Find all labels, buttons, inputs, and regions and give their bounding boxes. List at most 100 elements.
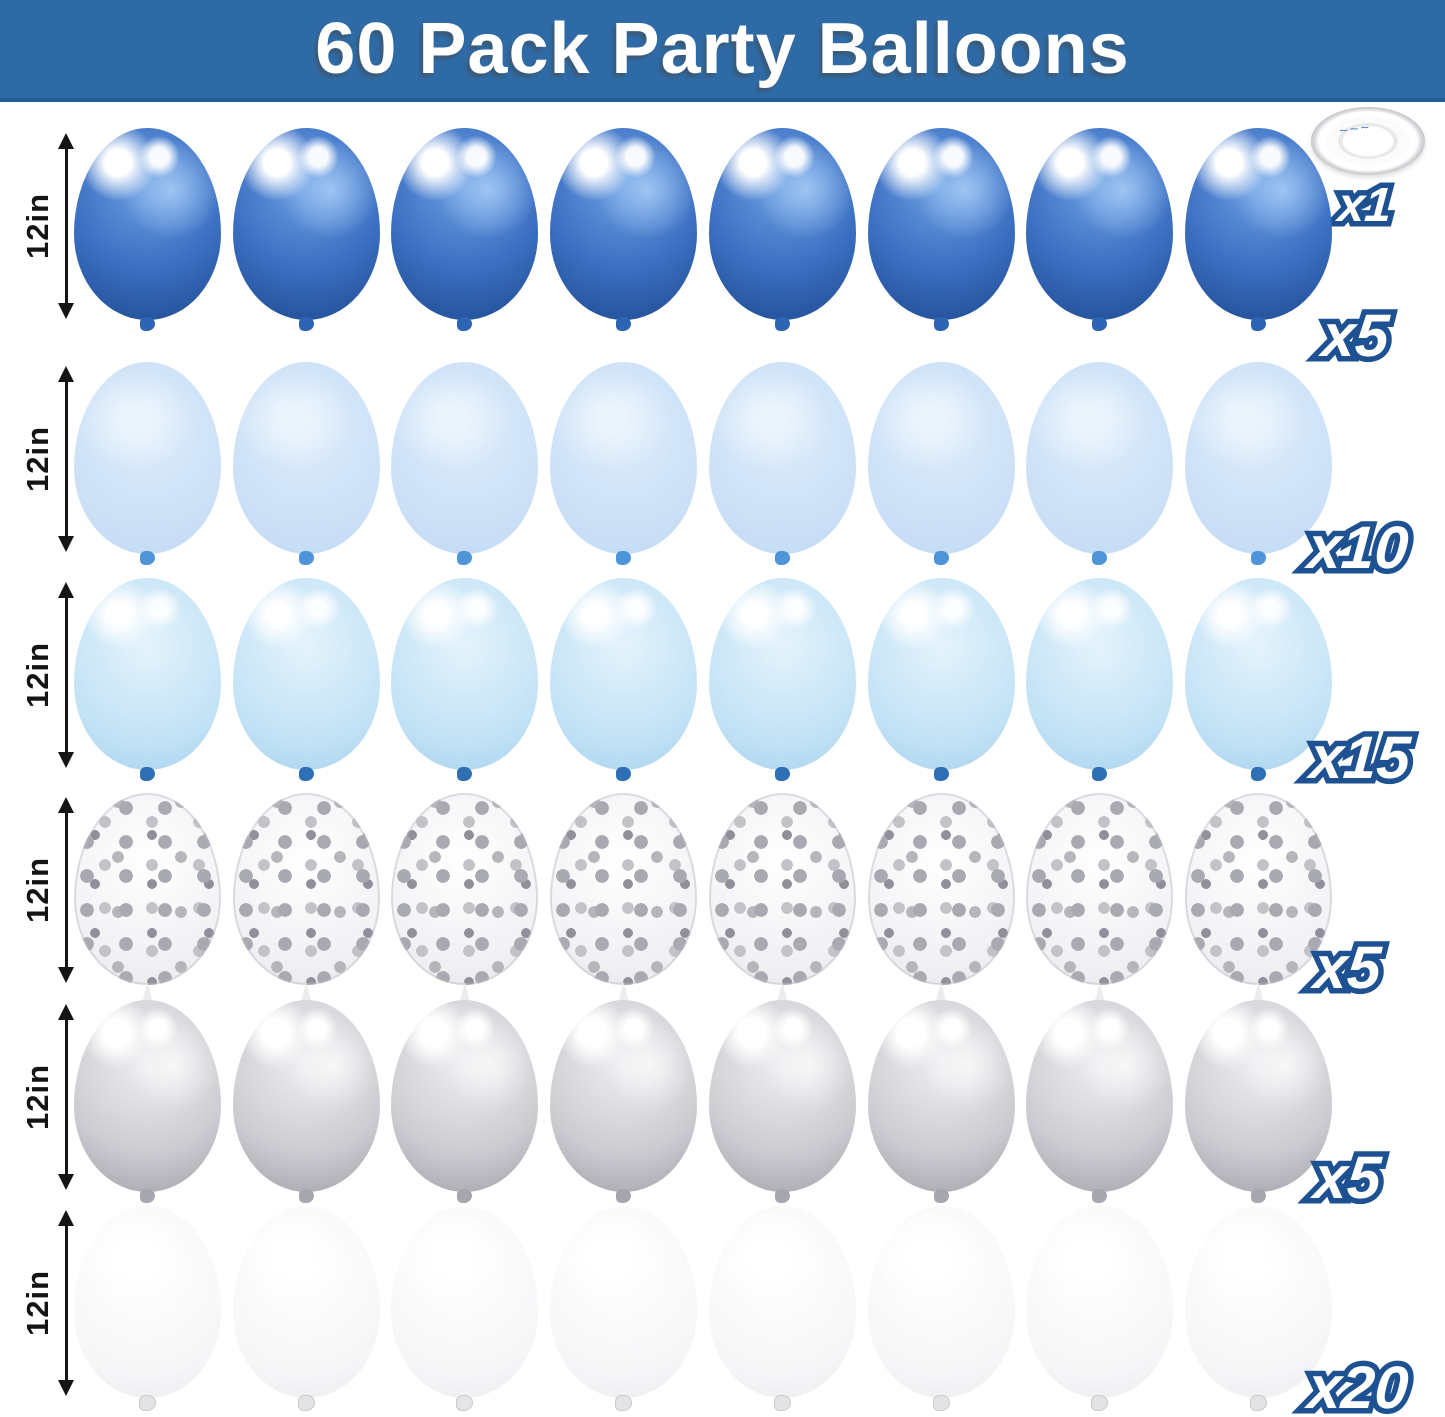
count-badge-row4: x5 x5: [1306, 929, 1388, 1007]
balloon-body: [232, 128, 380, 320]
balloon: [1026, 1206, 1174, 1411]
balloon: [550, 362, 698, 565]
balloon-knot: [1091, 1395, 1109, 1411]
double-arrow-icon: [58, 366, 74, 552]
balloon-body: [391, 578, 539, 770]
balloon-body: [232, 793, 380, 985]
balloon-knot: [932, 1395, 950, 1411]
balloon-body: [1184, 793, 1332, 985]
balloon-knot: [616, 317, 632, 331]
balloon-body: [232, 362, 380, 554]
balloon-knot: [933, 317, 949, 331]
balloon: [550, 1206, 698, 1411]
balloon-knot: [1092, 317, 1108, 331]
balloon-knot: [298, 767, 314, 781]
balloon-knot: [774, 1189, 790, 1203]
balloon-knot: [1252, 982, 1265, 1004]
balloon-body: [1026, 362, 1174, 554]
balloon-knot: [615, 1395, 633, 1411]
balloon: [232, 578, 380, 781]
balloon-body: [1184, 578, 1332, 770]
double-arrow-icon: [58, 582, 74, 768]
balloon-row-confetti: [74, 793, 1332, 1004]
balloon-knot: [774, 767, 790, 781]
count-badge-row5: x5 x5: [1306, 1139, 1388, 1217]
balloon-body: [74, 362, 221, 554]
balloon: [232, 128, 380, 331]
balloon-body: [1026, 578, 1174, 770]
balloon: [74, 362, 221, 565]
balloon-knot: [776, 982, 789, 1004]
balloon-body: [74, 578, 221, 770]
balloon-body: [74, 128, 221, 320]
balloon-body: [232, 578, 380, 770]
balloon: [74, 1206, 221, 1411]
balloon-knot: [457, 1189, 473, 1203]
balloon: [232, 362, 380, 565]
balloon-body: [1026, 128, 1174, 320]
balloon-knot: [140, 1189, 155, 1203]
balloon: [391, 1206, 539, 1411]
balloon-knot: [933, 767, 949, 781]
balloon-body: [1026, 1000, 1174, 1192]
balloon-knot: [1092, 551, 1108, 565]
balloon: [232, 793, 380, 1004]
balloon-body: [550, 1000, 698, 1192]
balloon-body: [74, 1206, 221, 1398]
balloon: [74, 128, 221, 331]
balloon: [391, 793, 539, 1004]
balloon-knot: [1250, 1189, 1266, 1203]
double-arrow-icon: [58, 1004, 74, 1190]
balloon-body: [550, 793, 698, 985]
balloon-body: [1184, 362, 1332, 554]
balloon: [708, 128, 856, 331]
balloon: [867, 128, 1015, 331]
ribbon-print: ~~~: [1338, 118, 1373, 140]
balloon-knot: [298, 1189, 314, 1203]
balloon: [391, 128, 539, 331]
balloon-knot: [1092, 767, 1108, 781]
balloon-knot: [139, 1395, 156, 1411]
balloon: [1184, 128, 1332, 331]
balloon: [1184, 793, 1332, 1004]
balloon-body: [1184, 1206, 1332, 1398]
balloon-body: [708, 362, 856, 554]
ribbon-count-badge: x1 x1: [1331, 174, 1399, 238]
balloon-knot: [933, 551, 949, 565]
balloon-knot: [298, 551, 314, 565]
balloon-body: [1026, 793, 1174, 985]
balloon-knot: [616, 767, 632, 781]
balloon-knot: [298, 317, 314, 331]
balloon: [1026, 578, 1174, 781]
balloon-body: [708, 1000, 856, 1192]
double-arrow-icon: [58, 797, 74, 983]
balloon-body: [391, 793, 539, 985]
dimension-label-row6: 12in: [20, 1210, 74, 1396]
balloon-knot: [616, 1189, 632, 1203]
balloon-knot: [457, 317, 473, 331]
balloon-row-white: [74, 1206, 1332, 1411]
balloon-body: [867, 362, 1015, 554]
balloon-knot: [1250, 317, 1266, 331]
balloon-knot: [457, 551, 473, 565]
balloon-knot: [140, 767, 155, 781]
balloon: [74, 578, 221, 781]
balloon-body: [867, 1000, 1015, 1192]
balloon: [391, 578, 539, 781]
balloon-knot: [1250, 551, 1266, 565]
balloon-row-silver: [74, 1000, 1332, 1203]
balloon: [232, 1000, 380, 1203]
double-arrow-icon: [58, 133, 74, 319]
count-badge-row3: x15 x15: [1302, 719, 1418, 797]
balloon: [550, 793, 698, 1004]
balloon-knot: [300, 982, 312, 1004]
balloon-knot: [933, 1189, 949, 1203]
balloon: [1184, 1000, 1332, 1203]
balloon: [1026, 128, 1174, 331]
balloon-body: [867, 793, 1015, 985]
balloon-body: [74, 793, 221, 985]
balloon: [867, 362, 1015, 565]
count-badge-row1: x5 x5: [1314, 297, 1396, 375]
balloon-knot: [457, 767, 473, 781]
